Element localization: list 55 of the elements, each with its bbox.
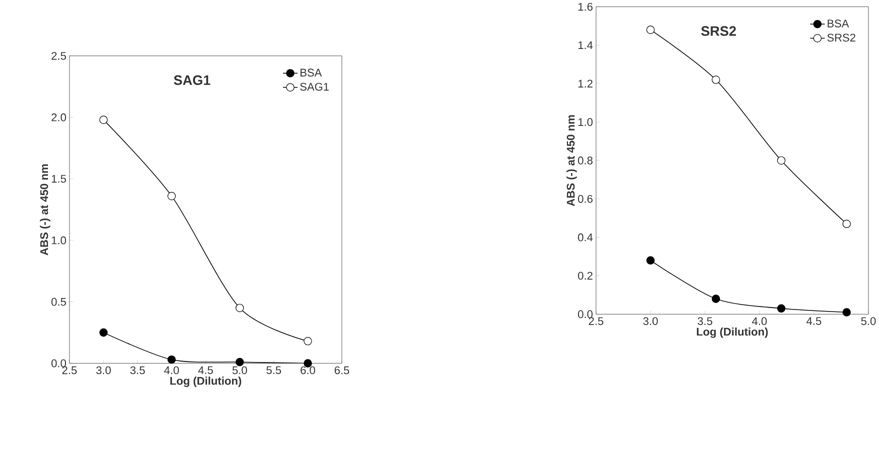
x-tick-label: 4.0	[752, 317, 767, 326]
x-tick-label: 5.0	[232, 366, 248, 374]
y-tick-label: 1.0	[578, 118, 593, 126]
y-tick-label: 0.6	[578, 195, 593, 204]
x-axis-title: Log (Dilution)	[696, 328, 768, 338]
x-tick-label: 5.0	[861, 317, 876, 326]
point	[712, 294, 720, 304]
x-tick-label: 4.5	[198, 366, 213, 374]
y-tick-label: 0.4	[578, 234, 593, 242]
x-tick-label: 4.0	[164, 366, 179, 374]
y-tick-label: 1.0	[52, 236, 66, 244]
x-tick-label: 3.5	[698, 317, 712, 326]
x-tick-label: 4.5	[806, 317, 822, 326]
y-tick-label: 0.8	[578, 156, 593, 165]
point	[646, 256, 655, 265]
point	[236, 358, 244, 366]
point	[646, 26, 655, 34]
point	[167, 192, 176, 200]
y-tick-label: 1.2	[578, 80, 592, 88]
y-tick-label: 0.0	[578, 310, 593, 318]
x-tick-label: 6.0	[300, 366, 316, 374]
point	[712, 76, 720, 84]
point	[99, 328, 108, 337]
x-tick-label: 3.0	[643, 317, 658, 326]
x-axis-title: Log (Dilution)	[170, 376, 242, 388]
y-tick-label: 1.5	[52, 175, 66, 183]
y-tick-label: 0.2	[578, 272, 592, 280]
point	[777, 156, 786, 165]
y-tick-label: 1.6	[578, 3, 593, 11]
y-tick-label: 0.5	[51, 298, 66, 306]
y-axis-title: ABS (-) at 450 nm	[40, 164, 50, 256]
point	[777, 304, 786, 313]
text: SAG1	[174, 75, 210, 86]
y-tick-label: 1.4	[578, 42, 593, 50]
legend-label: BSA	[300, 68, 322, 77]
y-tick-label: 2.5	[52, 52, 66, 60]
legend-label: SRS2	[827, 34, 856, 42]
y-tick-label: 2.0	[52, 114, 66, 122]
legend-label: SAG1	[300, 83, 329, 91]
y-tick-label: 0.0	[51, 360, 66, 368]
text: SRS2	[701, 26, 736, 36]
x-tick-label: 5.5	[266, 366, 282, 374]
y-axis-title: ABS (-) at 450 nm	[566, 115, 577, 206]
x-tick-label: 3.0	[96, 366, 111, 374]
x-tick-label: 2.5	[62, 366, 77, 374]
legend-label: BSA	[828, 20, 850, 28]
point	[842, 308, 851, 317]
point	[167, 356, 176, 364]
point	[236, 304, 244, 312]
point	[304, 337, 312, 346]
point	[842, 220, 851, 228]
x-tick-label: 6.5	[334, 366, 350, 374]
x-tick-label: 2.5	[588, 317, 604, 326]
x-tick-label: 3.5	[130, 366, 145, 374]
point	[99, 116, 108, 124]
